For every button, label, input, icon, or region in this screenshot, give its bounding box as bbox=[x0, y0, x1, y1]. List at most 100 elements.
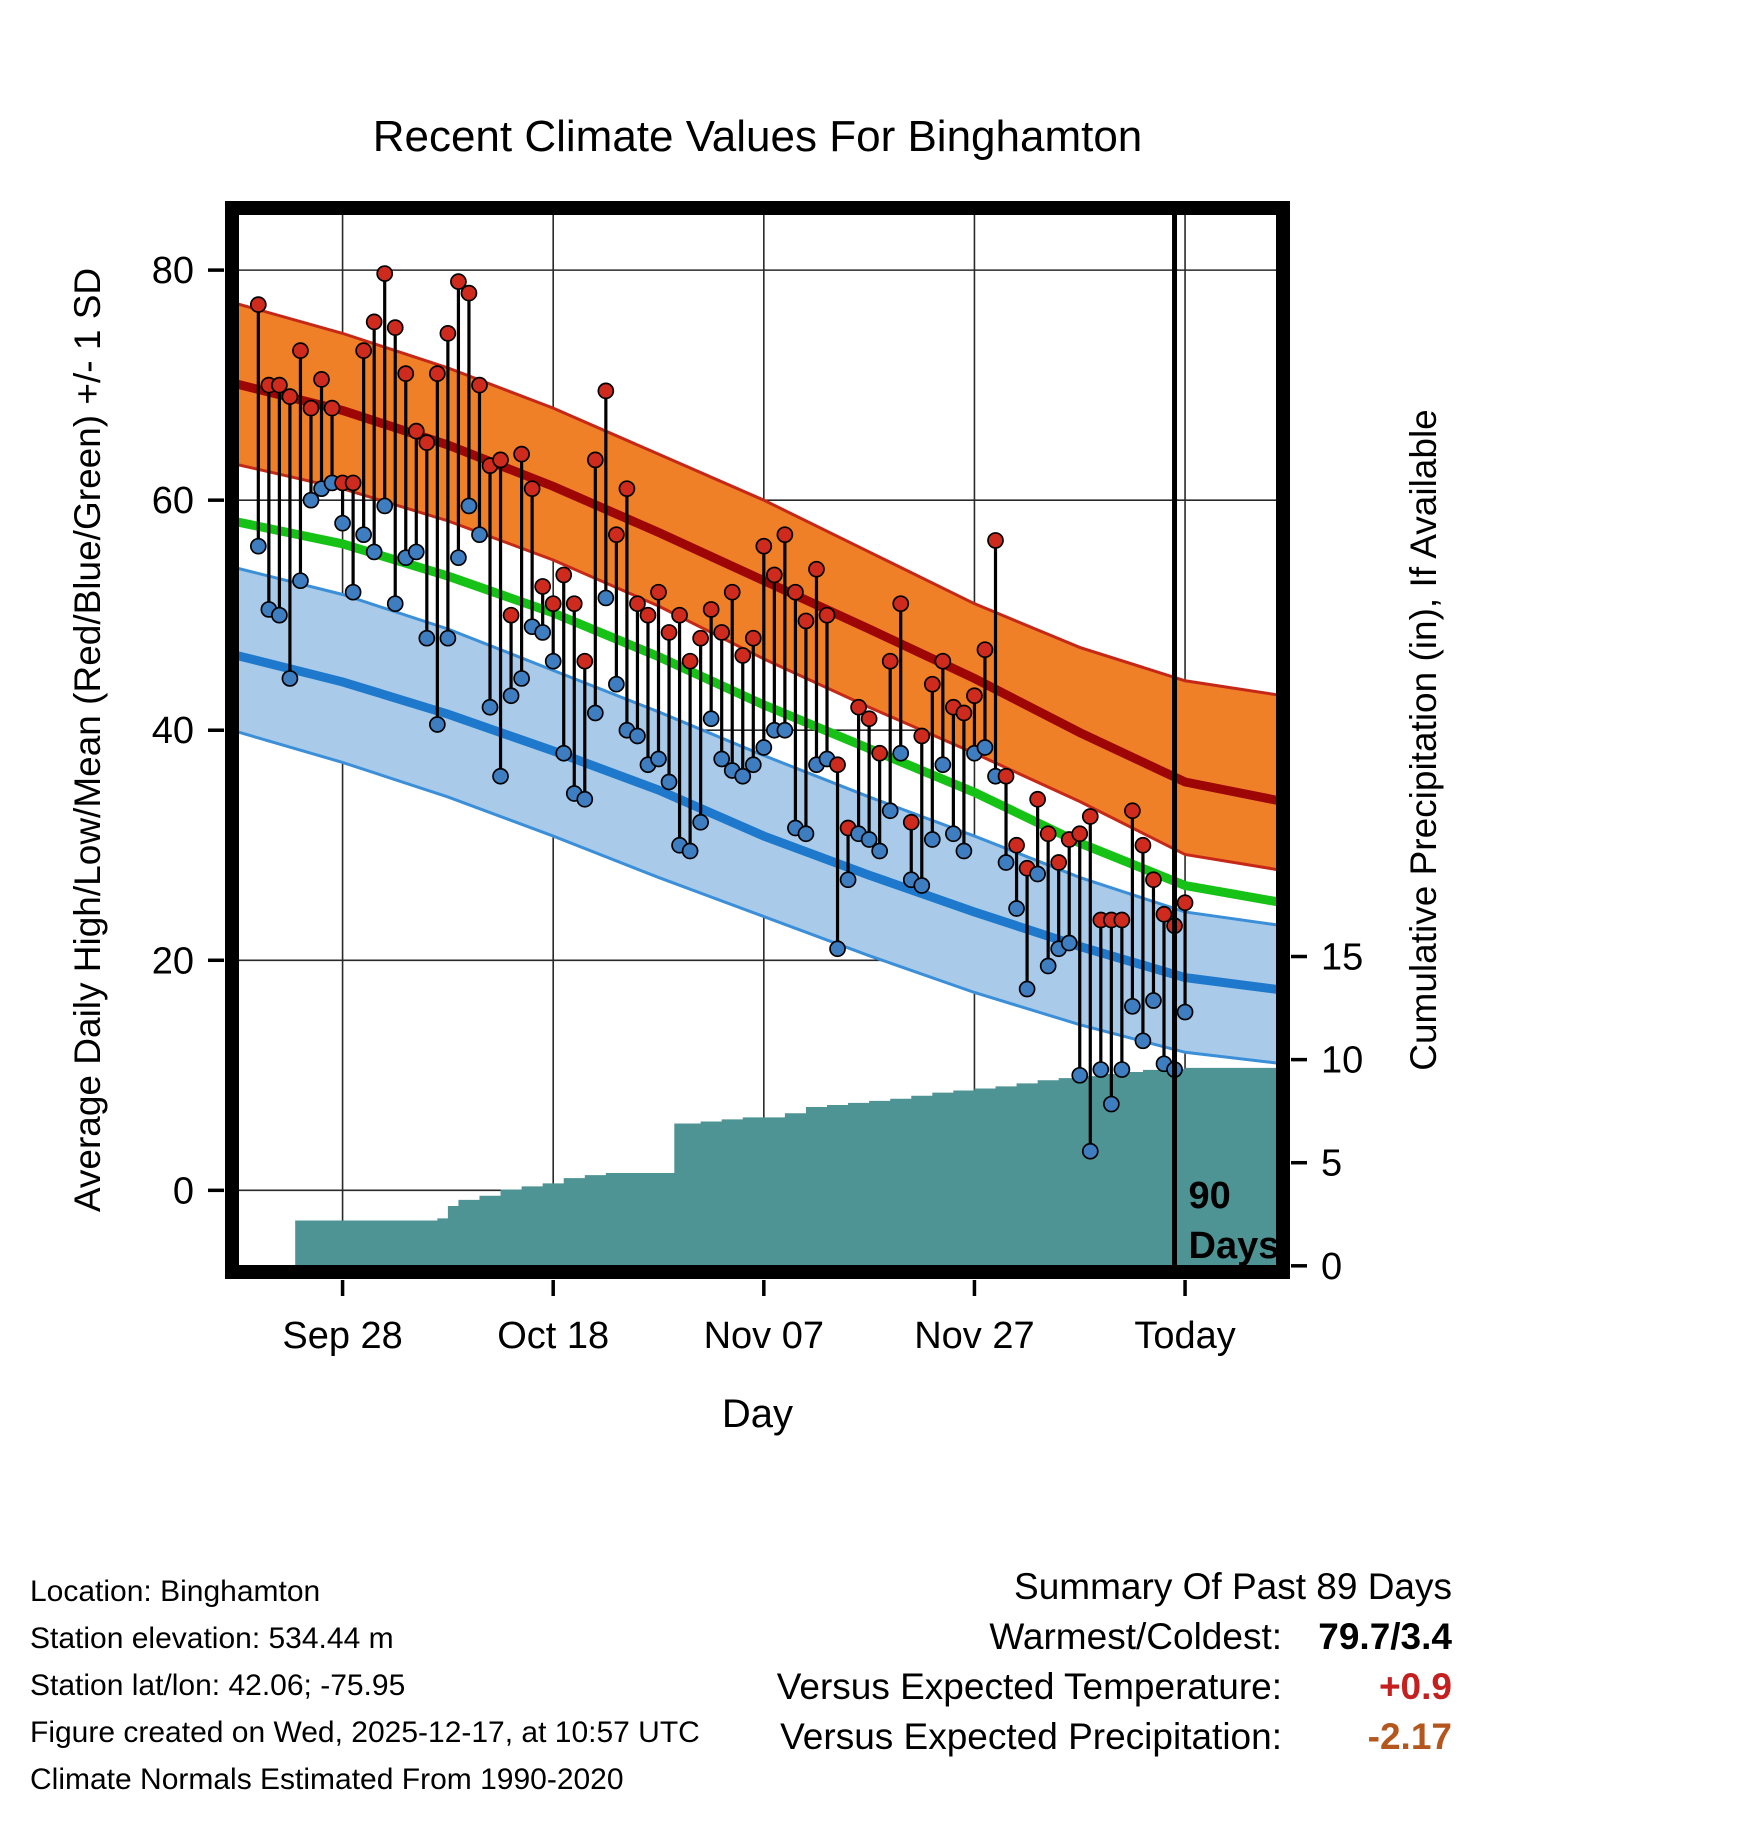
y-right-tick-label: 5 bbox=[1321, 1143, 1342, 1185]
daily-low-dot bbox=[608, 675, 625, 693]
daily-high-dot bbox=[292, 342, 309, 359]
daily-high-dot bbox=[365, 313, 383, 331]
daily-high-dot bbox=[439, 325, 457, 342]
footer-lat-lon: Station lat/lon: 42.06; -75.95 bbox=[30, 1669, 406, 1702]
daily-low-dot bbox=[271, 606, 288, 624]
daily-low-dot bbox=[1081, 1142, 1099, 1160]
daily-low-dot bbox=[1176, 1003, 1194, 1021]
daily-high-dot bbox=[1081, 808, 1099, 825]
daily-high-dot bbox=[597, 382, 615, 400]
daily-high-dot bbox=[313, 371, 330, 388]
daily-low-dot bbox=[713, 750, 731, 768]
ninety-day-marker-label: 90 bbox=[1189, 1175, 1231, 1217]
low-band-lower-edge bbox=[231, 728, 1284, 1066]
daily-low-dot bbox=[492, 767, 509, 785]
daily-high-dot bbox=[544, 595, 562, 613]
daily-high-dot bbox=[376, 265, 394, 282]
daily-high-dot bbox=[523, 480, 541, 498]
daily-high-dot bbox=[1050, 854, 1068, 871]
daily-low-dot bbox=[1008, 900, 1025, 917]
daily-low-dot bbox=[249, 537, 267, 555]
daily-high-dot bbox=[1071, 825, 1089, 843]
low-temp-band bbox=[232, 566, 1283, 1064]
daily-low-dot bbox=[1029, 865, 1046, 883]
daily-low-dot bbox=[692, 813, 709, 831]
daily-low-dot bbox=[365, 543, 383, 561]
daily-high-dot bbox=[302, 399, 320, 417]
daily-high-dot bbox=[723, 583, 741, 601]
daily-high-dot bbox=[713, 624, 731, 641]
daily-high-dot bbox=[660, 624, 678, 641]
daily-high-dot bbox=[850, 698, 867, 716]
daily-high-dot bbox=[1008, 836, 1025, 854]
daily-high-dot bbox=[702, 601, 720, 618]
daily-low-dot bbox=[934, 756, 952, 774]
daily-high-dot bbox=[608, 526, 625, 544]
daily-high-dot bbox=[671, 606, 688, 624]
daily-high-dot bbox=[860, 710, 878, 728]
daily-low-dot bbox=[481, 698, 499, 716]
daily-low-dot bbox=[829, 940, 846, 958]
x-tick-label: Nov 07 bbox=[704, 1315, 824, 1357]
daily-high-dot bbox=[923, 675, 941, 693]
daily-low-dot bbox=[650, 750, 667, 768]
daily-low-dot bbox=[418, 629, 436, 647]
y-right-tick-label: 10 bbox=[1321, 1040, 1363, 1082]
daily-low-dot bbox=[534, 624, 552, 641]
plot-frame bbox=[225, 201, 1290, 1279]
daily-high-dot bbox=[976, 641, 994, 659]
daily-high-dot bbox=[565, 595, 583, 613]
daily-high-dot bbox=[1039, 825, 1057, 843]
y-right-tick-label: 15 bbox=[1321, 937, 1363, 979]
daily-low-dot bbox=[797, 825, 815, 843]
daily-high-dot bbox=[1176, 894, 1194, 912]
summary-vs-temperature: Versus Expected Temperature: +0.9 bbox=[777, 1662, 1452, 1712]
y-right-tick-label: 0 bbox=[1321, 1246, 1342, 1288]
daily-high-dot bbox=[829, 756, 846, 774]
daily-low-dot bbox=[776, 721, 794, 739]
daily-low-dot bbox=[1039, 957, 1057, 975]
daily-high-dot bbox=[776, 526, 794, 544]
y-left-tick-label: 40 bbox=[152, 710, 194, 752]
summary-vs-precipitation: Versus Expected Precipitation: -2.17 bbox=[777, 1712, 1452, 1762]
summary-label: Versus Expected Temperature: bbox=[776, 1666, 1282, 1707]
daily-high-dot bbox=[618, 480, 636, 498]
daily-high-dot bbox=[808, 560, 825, 578]
summary-warmest-coldest: Warmest/Coldest: 79.7/3.4 bbox=[777, 1612, 1452, 1662]
footer-elevation: Station elevation: 534.44 m bbox=[30, 1622, 394, 1655]
daily-high-dot bbox=[1029, 790, 1046, 808]
daily-high-dot bbox=[966, 687, 983, 705]
daily-high-dot bbox=[639, 606, 657, 624]
daily-low-dot bbox=[450, 549, 467, 567]
daily-high-dot bbox=[249, 296, 267, 313]
daily-high-dot bbox=[787, 583, 804, 601]
daily-low-dot bbox=[292, 572, 309, 590]
daily-low-dot bbox=[860, 831, 878, 848]
y-axis-left-label: Average Daily High/Low/Mean (Red/Blue/Gr… bbox=[67, 267, 108, 1213]
daily-high-dot bbox=[987, 532, 1004, 549]
daily-low-dot bbox=[471, 526, 488, 544]
daily-high-dot bbox=[934, 652, 952, 670]
daily-high-dot bbox=[429, 365, 446, 382]
x-tick-label: Sep 28 bbox=[282, 1315, 402, 1357]
summary-title: Summary Of Past 89 Days bbox=[1014, 1566, 1452, 1607]
cumulative-precip-area bbox=[295, 1067, 1283, 1272]
daily-high-dot bbox=[555, 566, 573, 584]
daily-high-dot bbox=[902, 813, 920, 831]
daily-low-dot bbox=[681, 842, 699, 860]
daily-high-dot bbox=[871, 744, 889, 762]
chart-title: Recent Climate Values For Binghamton bbox=[372, 112, 1143, 161]
daily-high-dot bbox=[1134, 836, 1152, 854]
daily-low-dot bbox=[544, 652, 562, 670]
y-left-tick-label: 0 bbox=[173, 1170, 194, 1212]
daily-low-dot bbox=[1018, 980, 1036, 998]
daily-low-dot bbox=[734, 767, 752, 785]
daily-low-dot bbox=[386, 595, 404, 613]
daily-high-dot bbox=[586, 451, 604, 469]
daily-low-dot bbox=[881, 802, 899, 820]
daily-low-dot bbox=[955, 842, 973, 860]
daily-low-dot bbox=[923, 831, 941, 848]
summary-label: Warmest/Coldest: bbox=[989, 1616, 1282, 1657]
daily-high-dot bbox=[418, 434, 436, 452]
daily-high-dot bbox=[629, 595, 646, 613]
